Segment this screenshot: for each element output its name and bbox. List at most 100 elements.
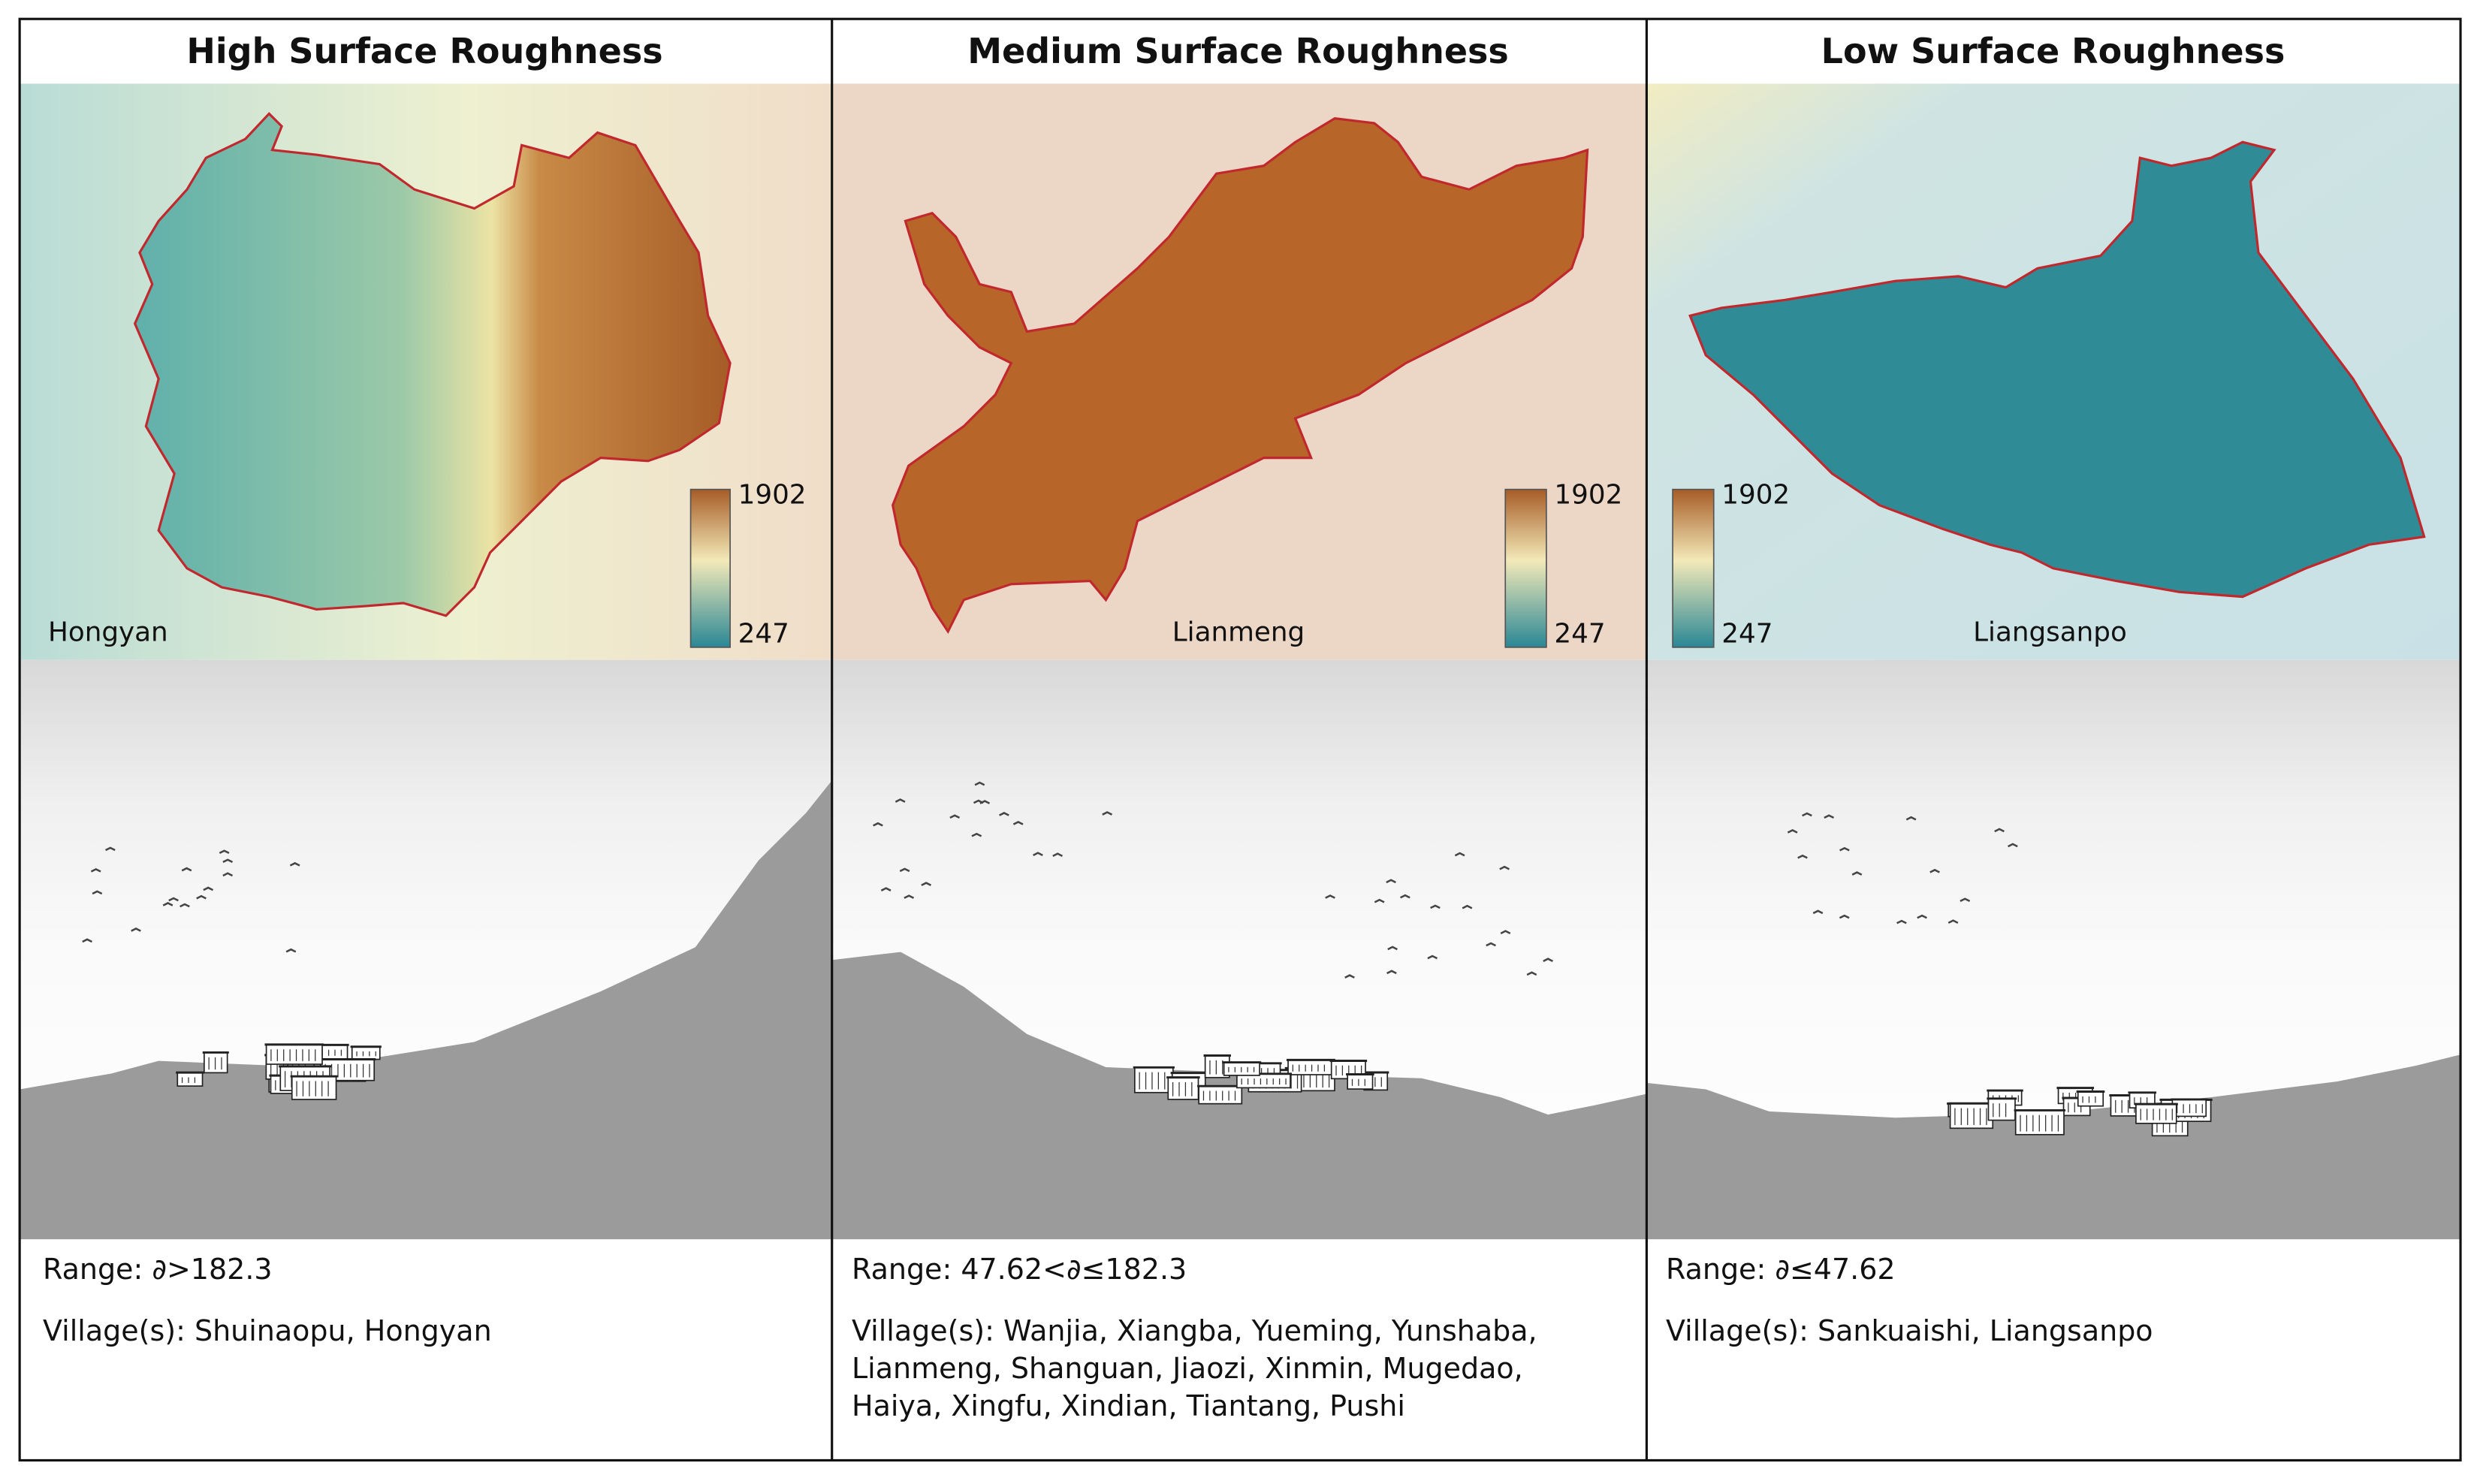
bird — [196, 894, 207, 900]
bird — [285, 948, 297, 953]
building — [1347, 1073, 1374, 1090]
villages-text: Village(s): Sankuaishi, Liangsanpo — [1666, 1314, 2153, 1347]
bird — [1012, 821, 1024, 825]
bird — [1917, 914, 1927, 919]
frame — [18, 17, 2462, 1462]
bird — [1896, 919, 1907, 924]
bird — [1960, 897, 1971, 903]
range-text: Range: 47.62<∂≤182.3 — [852, 1253, 1187, 1286]
bird — [181, 867, 192, 872]
building — [1949, 1102, 1994, 1130]
bird — [1400, 894, 1410, 899]
bird — [1994, 828, 2005, 833]
colorbar — [1504, 488, 1547, 648]
bird — [289, 861, 300, 867]
colorbar-min: 247 — [738, 619, 789, 650]
bird — [2008, 843, 2018, 848]
colorbar-max: 1902 — [1554, 480, 1622, 511]
bird — [1387, 946, 1398, 951]
bird — [1499, 865, 1510, 870]
bird — [222, 858, 234, 864]
bird — [1543, 958, 1553, 962]
colorbar-max: 1902 — [738, 480, 807, 511]
building — [265, 1044, 323, 1065]
bird — [1905, 816, 1917, 821]
bird — [971, 832, 982, 837]
bird — [1851, 871, 1863, 876]
colorbar — [1672, 488, 1715, 648]
bird — [180, 903, 190, 908]
map-label: Liangsanpo — [1973, 617, 2127, 647]
bird — [1948, 919, 1959, 924]
bird — [979, 800, 991, 804]
bird — [880, 887, 892, 891]
panel-title: High Surface Roughness — [186, 31, 663, 71]
map-label: Lianmeng — [1172, 617, 1305, 647]
bird — [899, 867, 910, 873]
range-text: Range: ∂>182.3 — [43, 1253, 273, 1286]
bird — [1033, 852, 1043, 856]
bird — [1325, 894, 1335, 899]
bird — [168, 897, 179, 902]
bird — [131, 928, 141, 932]
building — [1134, 1066, 1174, 1093]
building — [1987, 1097, 2016, 1121]
bird — [1839, 846, 1850, 852]
bird — [1486, 942, 1496, 947]
bird — [203, 886, 214, 891]
bird — [1102, 811, 1113, 816]
bird — [949, 814, 961, 819]
village-boundary — [133, 112, 732, 617]
bird — [1500, 930, 1511, 934]
bird — [92, 890, 103, 895]
colorbar-min: 247 — [1721, 619, 1773, 650]
bird — [1430, 904, 1441, 909]
building — [1287, 1059, 1335, 1075]
building — [291, 1075, 337, 1100]
map-label: Hongyan — [48, 617, 168, 647]
bird — [904, 894, 915, 899]
bird — [974, 781, 985, 786]
bird — [1427, 955, 1438, 960]
panel-title: Low Surface Roughness — [1821, 31, 2285, 71]
building — [204, 1051, 228, 1074]
building — [2135, 1103, 2177, 1124]
bird — [1454, 852, 1465, 857]
colorbar-min: 247 — [1554, 619, 1605, 650]
village-boundary — [891, 117, 1589, 634]
bird — [1929, 868, 1940, 873]
bird — [1462, 904, 1473, 909]
panel-title: Medium Surface Roughness — [967, 31, 1509, 71]
bird — [82, 938, 92, 943]
villages-text: Village(s): Shuinaopu, Hongyan — [43, 1314, 492, 1347]
mountain — [1647, 1054, 2461, 1240]
bird — [1797, 854, 1808, 859]
bird — [162, 902, 173, 906]
bird — [105, 846, 116, 852]
bird — [1812, 909, 1824, 915]
bird — [1386, 970, 1397, 975]
bird — [999, 812, 1009, 816]
bird — [1802, 812, 1812, 817]
bird — [222, 872, 234, 877]
building — [176, 1072, 204, 1087]
bird — [1839, 914, 1850, 919]
village-boundary — [1688, 140, 2426, 599]
bird — [1344, 974, 1355, 979]
bird — [1824, 814, 1835, 819]
bird — [1787, 829, 1798, 834]
bird — [921, 882, 932, 886]
bird — [1052, 852, 1064, 857]
bird — [873, 822, 883, 827]
colorbar — [689, 488, 731, 648]
range-text: Range: ∂≤47.62 — [1666, 1253, 1896, 1286]
mountain — [20, 781, 831, 1240]
colorbar-max: 1902 — [1721, 480, 1790, 511]
bird — [1526, 971, 1537, 976]
bird — [1386, 879, 1396, 884]
bird — [219, 849, 230, 855]
bird — [1374, 898, 1385, 903]
villages-text: Village(s): Wanjia, Xiangba, Yueming, Yu… — [852, 1314, 1537, 1422]
